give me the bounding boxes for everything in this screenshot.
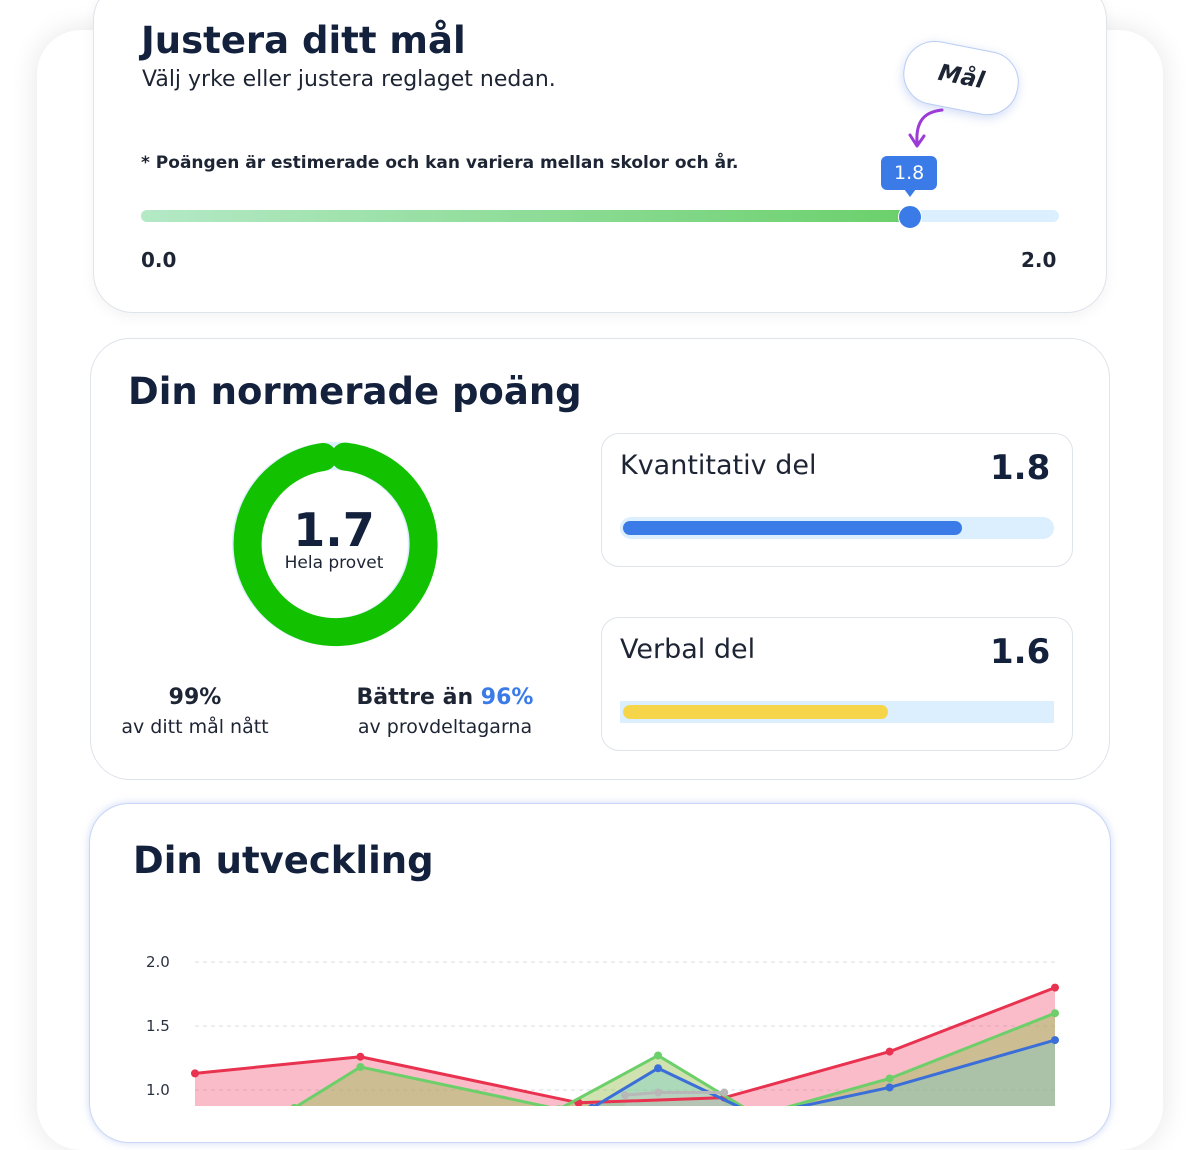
series-point-0 (885, 1047, 894, 1056)
verbal-score: 1.6 (990, 632, 1051, 672)
goal-slider-track[interactable] (141, 210, 1059, 222)
series-point-2 (1051, 1036, 1059, 1045)
estimate-note: * Poängen är estimerade och kan variera … (141, 153, 739, 173)
quantitative-progress-fill (623, 521, 962, 535)
total-score-label: Hela provet (284, 553, 384, 573)
curved-arrow-icon (908, 108, 944, 148)
series-point-3 (654, 1088, 663, 1097)
total-score-value: 1.7 (293, 503, 375, 557)
better-than-label: av provdeltagarna (357, 716, 533, 738)
total-score-donut (232, 442, 438, 647)
quantitative-label: Kvantitativ del (620, 450, 817, 481)
verbal-progress-fill (623, 705, 888, 719)
series-area-2 (591, 1040, 1055, 1106)
verbal-section-card (601, 617, 1073, 751)
goal-percent-value: 99% (168, 685, 222, 710)
y-tick-label: 1.5 (146, 1017, 170, 1035)
series-point-1 (885, 1074, 894, 1083)
series-point-0 (191, 1069, 199, 1078)
score-card-title: Din normerade poäng (128, 370, 582, 413)
series-point-2 (588, 1103, 596, 1106)
series-point-3 (720, 1088, 729, 1097)
slider-min-label: 0.0 (141, 248, 177, 272)
series-area-1 (294, 1013, 1055, 1106)
y-tick-label: 2.0 (146, 953, 170, 971)
goal-percent-label: av ditt mål nått (121, 716, 269, 738)
quantitative-section-card (601, 433, 1073, 567)
goal-slider-fill (141, 210, 910, 222)
verbal-label: Verbal del (620, 634, 756, 665)
series-line-0 (194, 986, 1056, 1105)
goal-card-subtitle: Välj yrke eller justera reglaget nedan. (142, 67, 556, 92)
progress-chart: 2.0 1.5 1.0 (146, 953, 1059, 1106)
series-point-0 (1051, 983, 1059, 992)
quantitative-progress-bar (620, 517, 1054, 539)
goal-card-title: Justera ditt mål (141, 19, 466, 62)
better-than-stat: Bättre än 96% (340, 685, 550, 710)
series-point-1 (654, 1051, 663, 1060)
series-line-2 (592, 1038, 1056, 1106)
series-point-0 (356, 1052, 365, 1061)
slider-max-label: 2.0 (1021, 248, 1057, 272)
verbal-progress-bar (620, 701, 1054, 723)
series-point-3 (621, 1091, 629, 1100)
goal-slider-handle[interactable] (898, 205, 923, 229)
goal-slider-value-tooltip: 1.8 (881, 156, 938, 197)
series-point-2 (654, 1064, 663, 1073)
series-point-1 (290, 1103, 298, 1106)
better-than-percent: 96% (480, 685, 534, 710)
quantitative-score: 1.8 (990, 448, 1051, 488)
y-tick-label: 1.0 (146, 1081, 170, 1099)
progress-card-title: Din utveckling (133, 839, 434, 882)
series-point-1 (356, 1062, 365, 1071)
series-point-2 (885, 1083, 894, 1092)
series-point-1 (1051, 1009, 1059, 1018)
better-than-prefix: Bättre än (356, 685, 474, 710)
